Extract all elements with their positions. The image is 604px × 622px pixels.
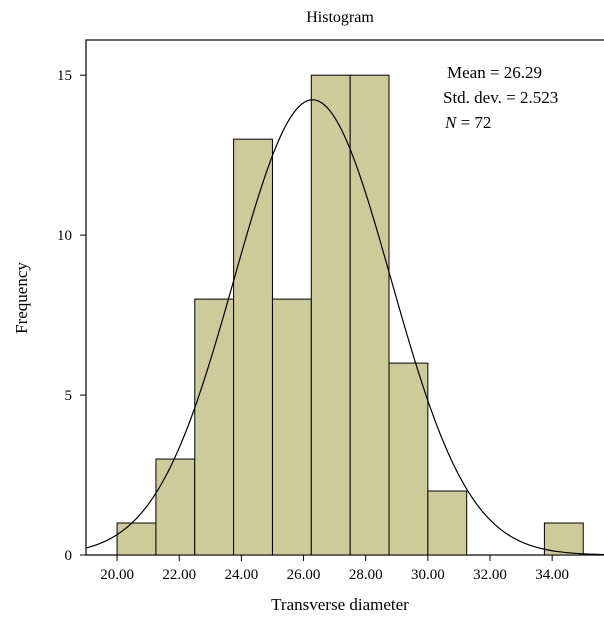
x-axis: 20.00 22.00 24.00 26.00 28.00 30.00 32.00 34.00 <box>100 555 569 583</box>
histogram-bar <box>349 74 390 556</box>
x-tick-label: 26.00 <box>287 567 321 583</box>
normal-curve <box>85 99 604 556</box>
histogram-bar <box>271 298 312 556</box>
x-tick-label: 30.00 <box>411 567 445 583</box>
histogram-bar <box>233 138 273 556</box>
histogram-bar <box>388 362 429 556</box>
histogram-bar <box>310 74 351 556</box>
y-tick-label: 15 <box>57 68 72 84</box>
bars-group <box>116 74 584 556</box>
x-tick-label: 24.00 <box>225 567 259 583</box>
x-tick-label: 22.00 <box>162 567 196 583</box>
y-tick-label: 5 <box>65 388 73 404</box>
y-axis-label: Frequency <box>12 262 31 334</box>
x-tick-label: 34.00 <box>535 567 569 583</box>
histogram-bar <box>194 298 235 556</box>
y-tick-label: 0 <box>65 548 73 564</box>
histogram-bar <box>155 458 196 556</box>
stat-n-value: = 72 <box>456 113 491 132</box>
histogram-bar <box>427 490 468 556</box>
chart-title: Histogram <box>306 9 374 26</box>
histogram-bar <box>116 522 157 556</box>
x-tick-label: 32.00 <box>473 567 507 583</box>
x-tick-label: 28.00 <box>349 567 383 583</box>
stat-n: N = 72 <box>444 113 491 132</box>
stat-std: Std. dev. = 2.523 <box>443 88 558 107</box>
y-tick-label: 10 <box>57 228 72 244</box>
x-tick-label: 20.00 <box>100 567 134 583</box>
stat-mean: Mean = 26.29 <box>447 63 542 82</box>
stats-box: Mean = 26.29 Std. dev. = 2.523 N = 72 <box>443 63 558 132</box>
y-axis: 0 5 10 15 <box>57 68 86 564</box>
x-axis-label: Transverse diameter <box>271 595 409 614</box>
stat-n-symbol: N <box>444 113 458 132</box>
histogram-bar <box>543 522 584 556</box>
